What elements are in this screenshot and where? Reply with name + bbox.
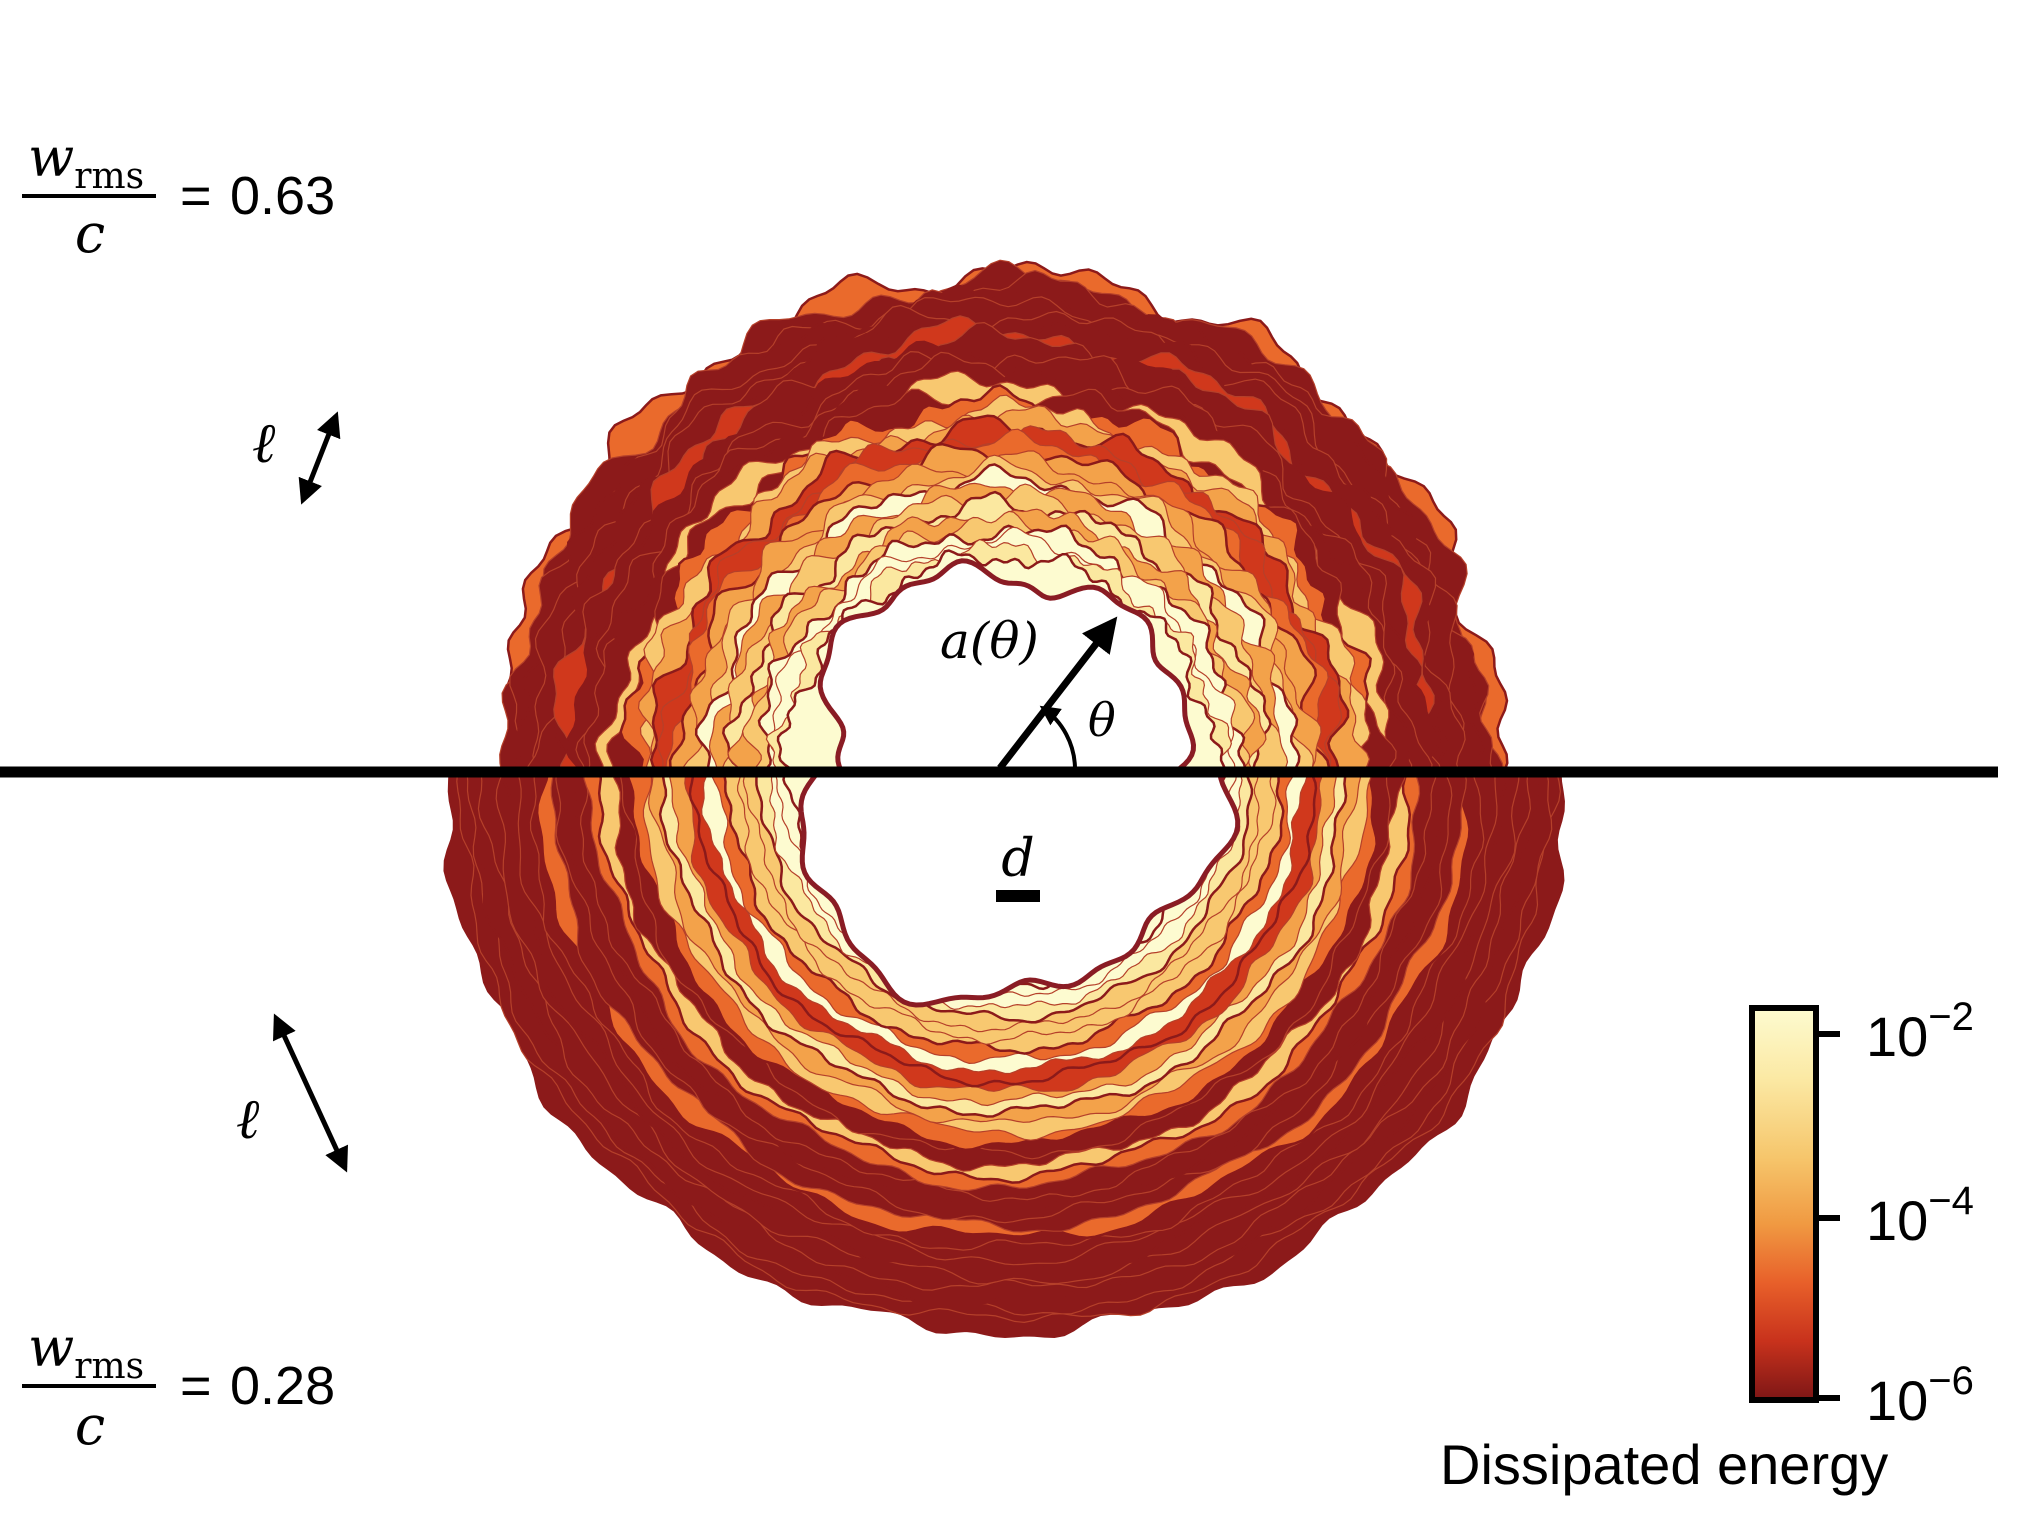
colorbar-tick-exp-3: −6 xyxy=(1928,1359,1974,1403)
ratio-top-equals: = xyxy=(180,166,212,226)
length-arrow-bottom xyxy=(273,1013,348,1173)
angle-arc xyxy=(1039,705,1077,769)
ell-label-bottom: ℓ xyxy=(236,1087,260,1152)
colorbar: 10−2 10−4 10−6 Dissipated energy xyxy=(1440,995,1974,1496)
radius-label: a(θ) xyxy=(940,612,1039,670)
angle-label: θ xyxy=(1088,693,1116,747)
initial-crack-front-top xyxy=(817,558,1197,774)
svg-text:10−4: 10−4 xyxy=(1866,1179,1974,1252)
ratio-bottom-equals: = xyxy=(180,1356,212,1416)
length-arrow-top xyxy=(298,411,341,505)
ratio-bottom-value: 0.28 xyxy=(230,1356,335,1416)
scale-bar xyxy=(996,890,1040,902)
svg-text:10−6: 10−6 xyxy=(1866,1359,1974,1432)
colorbar-tick-label-2: 10 xyxy=(1866,1189,1928,1252)
ratio-bottom-subscript: rms xyxy=(74,1346,144,1387)
roughness-ratio-bottom: wrms c = 0.28 xyxy=(22,1316,335,1457)
svg-text:wrms: wrms xyxy=(28,1316,144,1387)
ratio-bottom-denominator: c xyxy=(75,1394,105,1457)
colorbar-title: Dissipated energy xyxy=(1440,1433,1888,1496)
ratio-top-denominator: c xyxy=(75,202,105,265)
roughness-ratio-top: wrms c = 0.63 xyxy=(22,126,335,265)
colorbar-tick-exp-1: −2 xyxy=(1928,995,1974,1039)
scale-label: d xyxy=(1001,829,1034,889)
radius-arrow xyxy=(997,616,1118,771)
colorbar-gradient xyxy=(1749,1005,1819,1403)
ratio-top-subscript: rms xyxy=(74,156,144,197)
ratio-top-value: 0.63 xyxy=(230,166,335,226)
ratio-top-numerator: w xyxy=(28,126,74,189)
colorbar-tick-exp-2: −4 xyxy=(1928,1179,1974,1223)
colorbar-tick-label-3: 10 xyxy=(1866,1369,1928,1432)
initial-crack-front-bottom xyxy=(798,774,1241,1008)
colorbar-tick-label-1: 10 xyxy=(1866,1005,1928,1068)
ell-label-top: ℓ xyxy=(252,411,276,476)
svg-text:wrms: wrms xyxy=(28,126,144,197)
svg-text:10−2: 10−2 xyxy=(1866,995,1974,1068)
ratio-bottom-numerator: w xyxy=(28,1316,74,1379)
